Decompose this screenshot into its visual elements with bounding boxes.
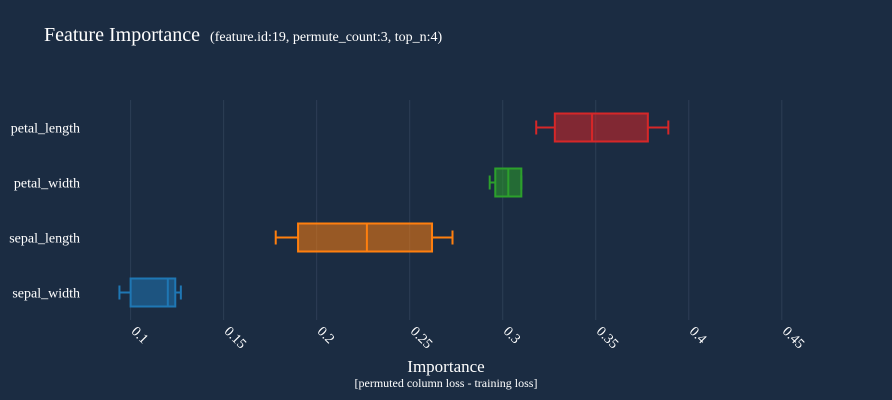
x-tick-label: 0.3 [500, 324, 523, 347]
y-category-label: sepal_length [9, 232, 80, 247]
x-tick-label: 0.1 [128, 324, 151, 347]
box-layer [118, 112, 670, 308]
box-iqr [553, 112, 649, 143]
chart-title-main: Feature Importance [44, 24, 200, 46]
grid-layer [130, 100, 783, 320]
y-category-label: sepal_width [12, 287, 80, 302]
box-plot [488, 167, 523, 198]
x-tick-label: 0.45 [779, 324, 807, 352]
box-plot [274, 222, 454, 253]
box-iqr [297, 222, 434, 253]
x-tick-label: 0.25 [407, 324, 435, 352]
y-category-label: petal_width [14, 177, 80, 192]
y-category-label: petal_length [11, 122, 80, 137]
x-tick-label: 0.4 [686, 324, 709, 347]
x-axis-label: Importance [407, 357, 484, 376]
chart-title: Feature Importance (feature.id:19, permu… [44, 24, 442, 46]
x-tick-label: 0.15 [221, 324, 249, 352]
x-tick-label: 0.2 [314, 324, 337, 347]
box-plot [118, 277, 182, 308]
category-labels: petal_length petal_width sepal_lengthsepal… [9, 122, 80, 302]
x-tick-labels: 0.1 0.15 0.2 0.25 0.3 0.35 0.4 0.45 [128, 324, 807, 352]
x-tick-label: 0.35 [593, 324, 621, 352]
box-plot [535, 112, 670, 143]
x-axis-sublabel: [permuted column loss - training loss] [355, 376, 538, 390]
chart-subtitle: (feature.id:19, permute_count:3, top_n:4… [210, 30, 442, 45]
